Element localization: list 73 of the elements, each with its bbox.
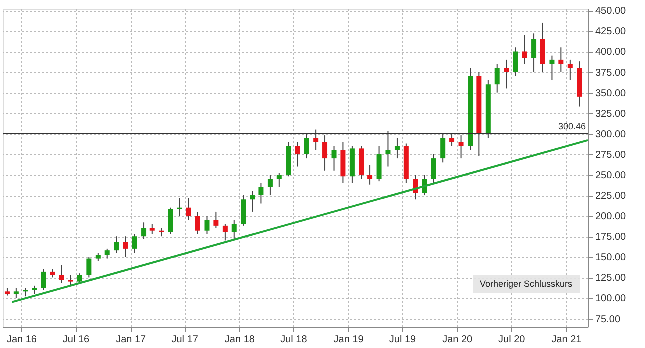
x-tick-label: Jul 20	[498, 334, 526, 346]
candlestick	[132, 234, 138, 254]
candlestick	[513, 47, 518, 77]
candlestick	[368, 164, 373, 186]
x-tick-label: Jul 17	[172, 334, 199, 346]
y-tick-label: 275.00	[596, 150, 627, 161]
x-tick-label: Jan 16	[6, 334, 38, 346]
candlestick	[177, 197, 182, 217]
candlestick	[550, 55, 555, 81]
y-tick-label: 150.00	[596, 252, 627, 264]
candlestick	[186, 197, 192, 221]
candlestick	[568, 59, 573, 81]
x-tick-label: Jan 17	[116, 334, 147, 346]
candlestick	[431, 154, 436, 184]
y-tick-label: 125.00	[596, 273, 627, 284]
candlestick	[295, 142, 300, 168]
candlestick	[386, 130, 391, 168]
candlestick	[394, 138, 400, 160]
x-tick-label: Jan 21	[552, 334, 582, 346]
candlestick	[494, 64, 500, 94]
x-tick-label: Jul 19	[389, 334, 417, 346]
y-tick-label: 300.00	[596, 129, 627, 140]
candlestick	[532, 33, 537, 73]
candlestick	[232, 220, 237, 240]
y-tick-label: 200.00	[596, 212, 627, 223]
y-tick-label: 100.00	[596, 294, 627, 305]
y-tick-label: 75.00	[596, 314, 621, 326]
candlestick	[204, 216, 210, 235]
candlestick	[304, 133, 310, 160]
candlestick	[142, 222, 147, 240]
candlestick	[123, 236, 128, 258]
candlestick	[114, 236, 120, 254]
candlestick	[168, 207, 174, 235]
candlestick	[68, 274, 74, 286]
x-tick-label: Jan 19	[334, 334, 364, 346]
candlestick	[504, 59, 510, 90]
y-tick-label: 325.00	[596, 108, 627, 120]
y-tick-label: 350.00	[596, 88, 627, 100]
x-tick-label: Jul 16	[62, 334, 90, 346]
candlestick	[440, 133, 446, 164]
annotation: Vorheriger Schlusskurs	[480, 279, 574, 289]
candlestick	[268, 174, 273, 196]
candlestick	[59, 264, 64, 284]
ref-line-label: 300.46	[558, 122, 586, 132]
y-tick-label: 375.00	[596, 68, 627, 79]
candlestick	[196, 211, 200, 235]
y-tick-label: 225.00	[596, 191, 627, 202]
candlestick	[450, 133, 455, 147]
candlestick	[322, 135, 328, 172]
y-tick-label: 175.00	[596, 232, 627, 244]
candlestick	[522, 34, 528, 65]
candlestick	[214, 211, 219, 229]
candlestick	[458, 135, 464, 160]
candlestick	[276, 172, 282, 188]
candlestick	[41, 268, 46, 291]
candlestick	[104, 248, 110, 260]
candlestick	[86, 256, 92, 278]
y-tick-label: 400.00	[596, 47, 627, 58]
candlestick	[150, 224, 155, 235]
candlestick	[314, 129, 319, 151]
candlestick	[250, 190, 256, 212]
y-tick-label: 250.00	[596, 170, 627, 182]
candlestick	[222, 224, 228, 242]
y-tick-label: 450.00	[596, 6, 627, 18]
x-tick-label: Jul 18	[280, 334, 308, 346]
candlestick	[332, 146, 337, 172]
candlestick	[14, 288, 19, 299]
x-tick-label: Jan 18	[224, 334, 256, 346]
candlestick	[258, 182, 264, 204]
candlestick	[558, 47, 564, 73]
candlestick	[77, 273, 82, 284]
y-tick-label: 425.00	[596, 26, 627, 38]
x-tick-label: Jan 20	[442, 334, 474, 346]
